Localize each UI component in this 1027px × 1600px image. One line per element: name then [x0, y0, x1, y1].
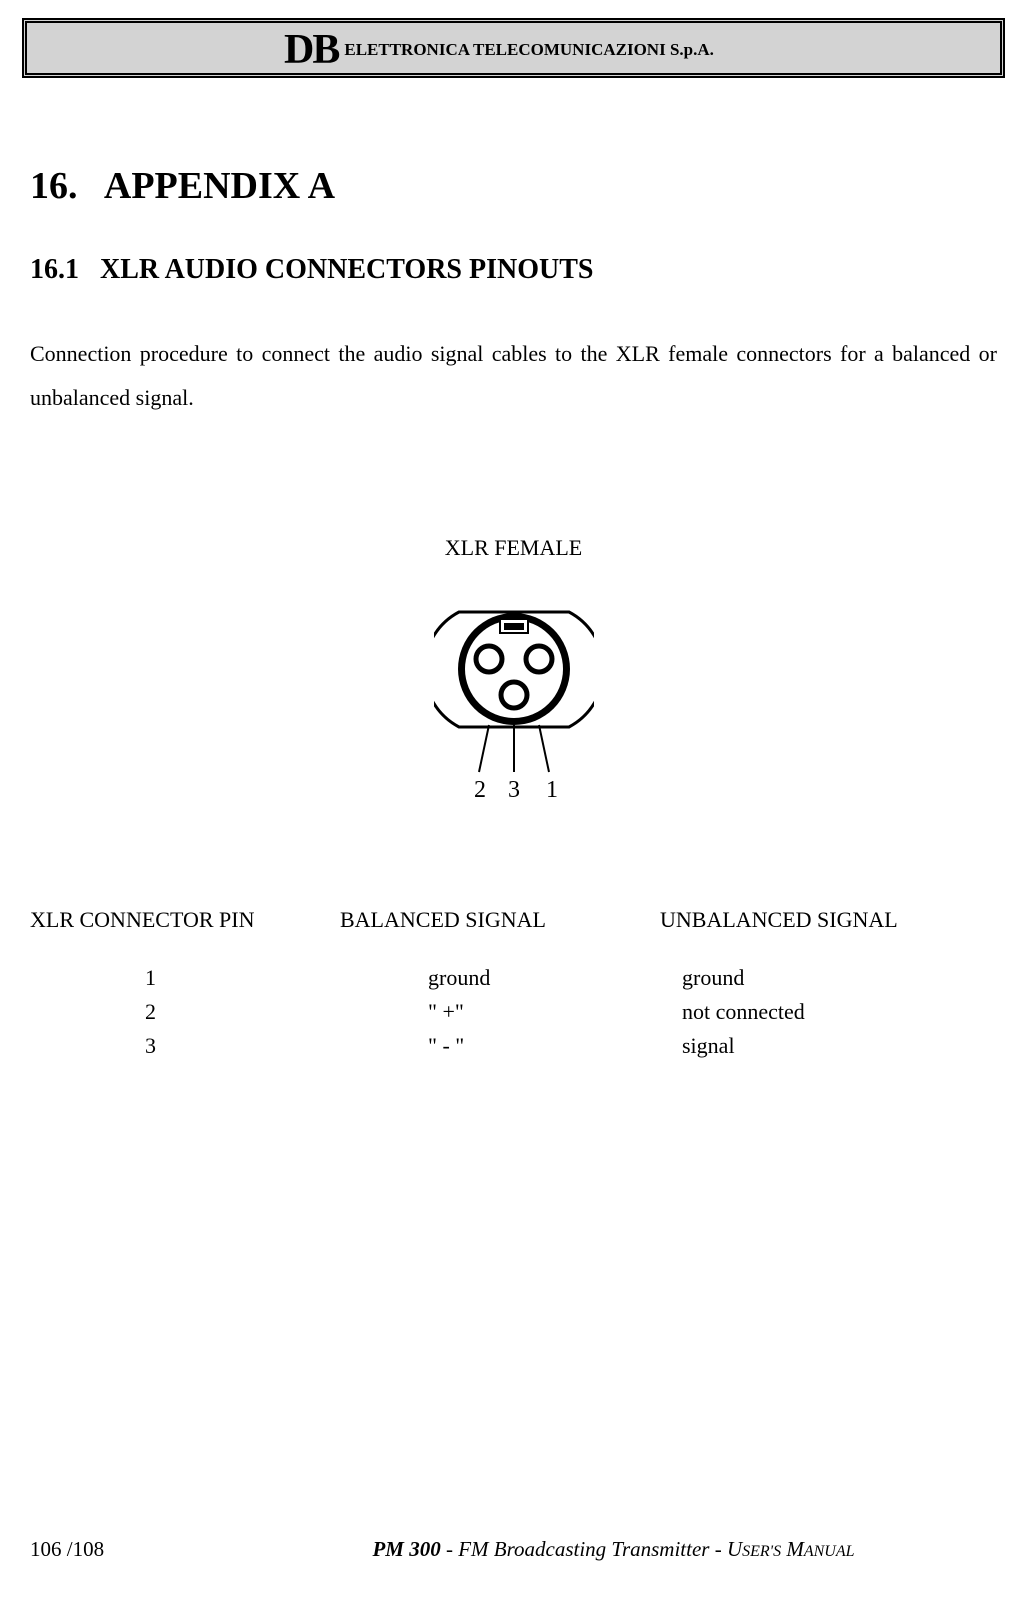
cell-pin: 3	[30, 1029, 340, 1063]
cell-pin: 1	[30, 961, 340, 995]
subsection-heading: 16.1 XLR AUDIO CONNECTORS PINOUTS	[30, 254, 997, 286]
col-header-balanced: BALANCED SIGNAL	[340, 907, 660, 933]
cell-balanced: " +"	[340, 995, 660, 1029]
page-header: DB ELETTRONICA TELECOMUNICAZIONI S.p.A.	[22, 18, 1005, 78]
cell-balanced: ground	[340, 961, 660, 995]
cell-unbalanced: not connected	[660, 995, 997, 1029]
subsection-number: 16.1	[30, 254, 79, 285]
page-content: 16. APPENDIX A 16.1 XLR AUDIO CONNECTORS…	[22, 164, 1005, 1063]
footer-subtitle: FM Broadcasting Transmitter -	[458, 1537, 727, 1561]
table-header-row: XLR CONNECTOR PIN BALANCED SIGNAL UNBALA…	[30, 907, 997, 933]
figure-label: XLR FEMALE	[30, 535, 997, 561]
section-heading: 16. APPENDIX A	[30, 164, 997, 208]
page-number: 106 /108	[30, 1537, 230, 1562]
section-number: 16.	[30, 165, 78, 207]
company-logo-text: DB	[284, 29, 338, 71]
pin-label-3: 3	[508, 777, 520, 802]
footer-title: PM 300 - FM Broadcasting Transmitter - U…	[230, 1537, 997, 1562]
pin-label-2: 2	[474, 777, 486, 802]
xlr-female-icon: 2 3 1	[434, 597, 594, 802]
table-row: 1 ground ground	[30, 961, 997, 995]
footer-users: USER'S	[727, 1537, 781, 1561]
page-footer: 106 /108 PM 300 - FM Broadcasting Transm…	[30, 1537, 997, 1562]
cell-pin: 2	[30, 995, 340, 1029]
col-header-pin: XLR CONNECTOR PIN	[30, 907, 340, 933]
footer-sep: -	[441, 1537, 459, 1561]
pin-label-1: 1	[546, 777, 558, 802]
table-row: 2 " +" not connected	[30, 995, 997, 1029]
xlr-connector-diagram: 2 3 1	[30, 597, 997, 807]
table-row: 3 " - " signal	[30, 1029, 997, 1063]
cell-balanced: " - "	[340, 1029, 660, 1063]
cell-unbalanced: ground	[660, 961, 997, 995]
intro-paragraph: Connection procedure to connect the audi…	[30, 332, 997, 420]
company-name: ELETTRONICA TELECOMUNICAZIONI S.p.A.	[344, 40, 714, 67]
pinout-table: XLR CONNECTOR PIN BALANCED SIGNAL UNBALA…	[30, 907, 997, 1063]
subsection-title: XLR AUDIO CONNECTORS PINOUTS	[100, 254, 593, 285]
section-title: APPENDIX A	[104, 165, 335, 207]
cell-unbalanced: signal	[660, 1029, 997, 1063]
footer-manual: MANUAL	[781, 1537, 854, 1561]
col-header-unbalanced: UNBALANCED SIGNAL	[660, 907, 997, 933]
product-name: PM 300	[372, 1537, 440, 1561]
